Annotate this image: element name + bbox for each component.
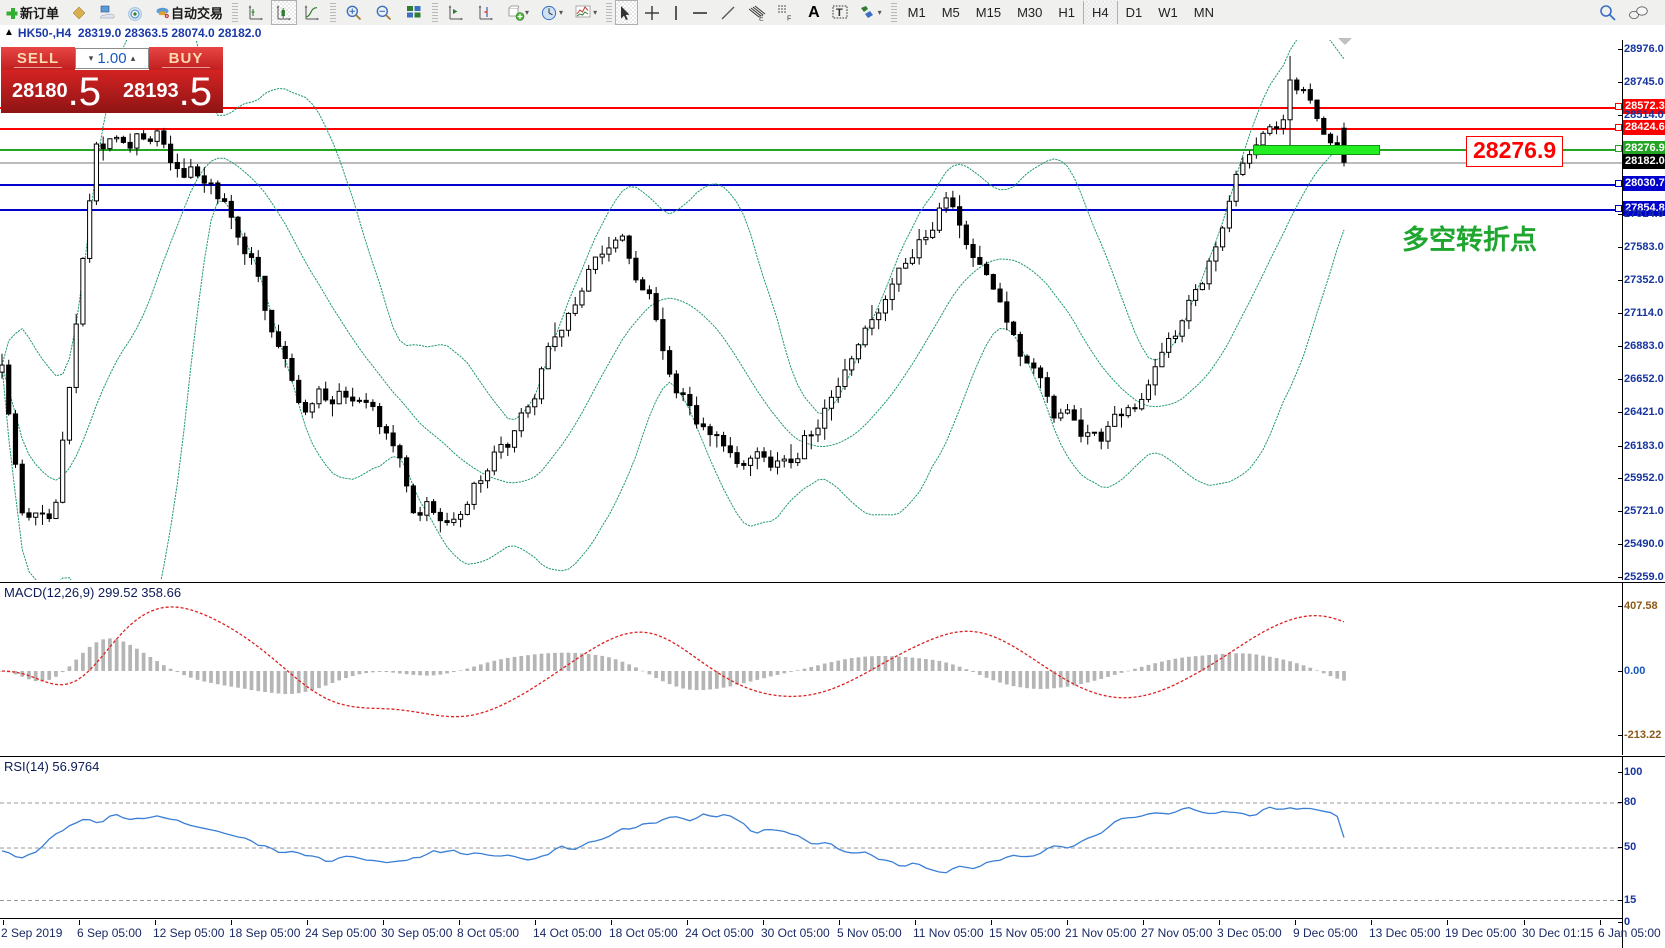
svg-text:F: F [787,15,791,21]
svg-text:E: E [759,15,764,21]
svg-text:T: T [836,7,843,19]
